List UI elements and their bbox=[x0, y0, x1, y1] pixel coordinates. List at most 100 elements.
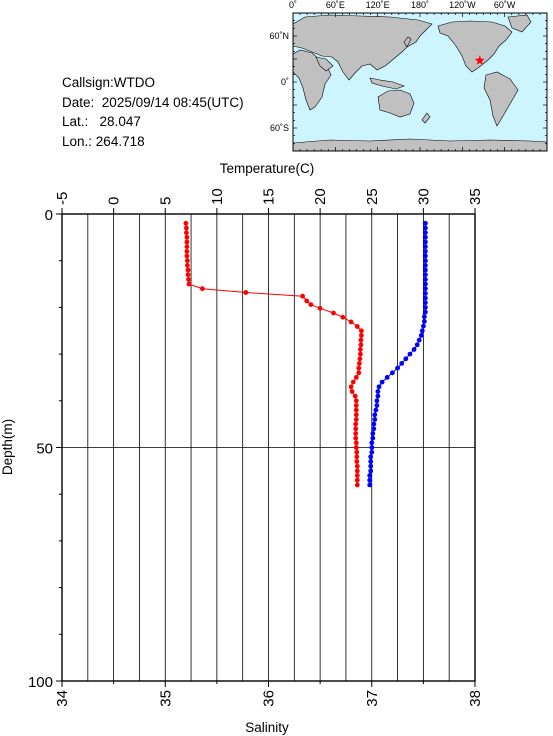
temperature-point bbox=[354, 473, 360, 478]
temperature-point bbox=[353, 407, 359, 413]
salinity-point bbox=[370, 431, 376, 436]
land-indonesia bbox=[369, 77, 405, 90]
temperature-point bbox=[353, 412, 359, 418]
temperature-point bbox=[354, 449, 360, 455]
salinity-point bbox=[368, 463, 374, 469]
temperature-point bbox=[186, 281, 192, 287]
salinity-point bbox=[423, 220, 428, 226]
salinity-point bbox=[423, 230, 428, 236]
temperature-point bbox=[353, 431, 359, 436]
temperature-point bbox=[356, 365, 362, 371]
callsign-value: WTDO bbox=[113, 75, 156, 90]
salinity-point bbox=[419, 328, 425, 334]
salinity-point bbox=[407, 351, 413, 357]
temperature-point bbox=[358, 351, 363, 357]
salinity-point bbox=[423, 249, 428, 254]
date-value: 2025/09/14 08:45(UTC) bbox=[101, 94, 244, 110]
salinity-tick-label: 36 bbox=[261, 690, 278, 707]
temperature-point bbox=[353, 403, 359, 408]
map-lat-tick-label: 60˚S bbox=[270, 123, 289, 133]
salinity-point bbox=[423, 305, 428, 310]
temperature-point bbox=[184, 244, 190, 250]
temperature-point bbox=[353, 421, 359, 427]
temperature-point bbox=[185, 272, 191, 278]
salinity-point bbox=[423, 244, 428, 250]
temperature-point bbox=[184, 225, 189, 231]
temperature-point bbox=[354, 482, 360, 488]
temperature-point bbox=[353, 435, 359, 441]
depth-tick-label: 100 bbox=[28, 674, 53, 691]
map-longitude-ticks: 0˚ 60˚E 120˚E 180˚ 120˚W 60˚W bbox=[289, 0, 548, 151]
salinity-point bbox=[411, 347, 417, 352]
salinity-point bbox=[367, 482, 373, 488]
chart-series bbox=[183, 220, 428, 488]
temperature-tick-label: 35 bbox=[467, 188, 484, 205]
salinity-point bbox=[423, 272, 428, 278]
temperature-tick-label: 10 bbox=[209, 188, 226, 205]
temperature-point bbox=[200, 286, 205, 292]
temperature-tick-label: 30 bbox=[415, 188, 432, 205]
lon-value: 264.718 bbox=[95, 133, 145, 149]
temperature-point bbox=[349, 389, 355, 394]
salinity-tick-label: 38 bbox=[467, 690, 484, 707]
temperature-point bbox=[352, 393, 358, 399]
salinity-point bbox=[367, 477, 373, 483]
temperature-point bbox=[353, 445, 359, 450]
salinity-point bbox=[423, 267, 428, 273]
depth-tick-label: 0 bbox=[45, 207, 53, 224]
salinity-point bbox=[368, 459, 374, 464]
salinity-point bbox=[423, 239, 428, 245]
callsign-line: Callsign:WTDO bbox=[62, 73, 244, 93]
salinity-point bbox=[372, 417, 378, 422]
salinity-point bbox=[423, 309, 428, 315]
temperature-point bbox=[353, 375, 359, 380]
salinity-point bbox=[368, 454, 374, 460]
temperature-point bbox=[348, 384, 354, 390]
salinity-point bbox=[423, 263, 428, 268]
land-japan bbox=[403, 36, 412, 48]
temperature-point bbox=[350, 379, 356, 385]
temperature-point bbox=[183, 220, 189, 226]
temperature-point bbox=[354, 477, 360, 483]
temperature-point bbox=[359, 333, 364, 338]
lon-line: Lon.: 264.718 bbox=[62, 132, 244, 152]
temperature-point bbox=[354, 463, 360, 469]
salinity-point bbox=[375, 393, 381, 399]
land-australia bbox=[377, 89, 415, 118]
salinity-point bbox=[368, 468, 374, 474]
salinity-point bbox=[399, 361, 405, 366]
map-land bbox=[292, 14, 548, 152]
temperature-point bbox=[357, 356, 363, 362]
station-info: Callsign:WTDO Date: 2025/09/14 08:45(UTC… bbox=[62, 73, 244, 151]
temperature-point bbox=[357, 361, 362, 366]
world-map: 0˚ 60˚E 120˚E 180˚ 120˚W 60˚W 60˚N 0˚ 60˚S bbox=[269, 0, 548, 152]
top-axis-label: Temperature(C) bbox=[220, 161, 315, 176]
salinity-point bbox=[375, 389, 381, 394]
lon-label: Lon.: bbox=[62, 133, 93, 149]
salinity-point bbox=[376, 384, 382, 390]
map-lon-tick-label: 180˚ bbox=[411, 0, 429, 10]
temperature-point bbox=[184, 239, 190, 245]
temperature-point bbox=[300, 293, 305, 299]
salinity-point bbox=[423, 253, 428, 259]
salinity-point bbox=[423, 286, 428, 292]
temperature-tick-label: 25 bbox=[364, 188, 381, 205]
date-line: Date: 2025/09/14 08:45(UTC) bbox=[62, 93, 244, 113]
salinity-point bbox=[369, 449, 375, 455]
land-south-america bbox=[483, 71, 519, 127]
temperature-point bbox=[184, 249, 190, 254]
temperature-tick-label: 0 bbox=[106, 197, 123, 205]
lat-label: Lat.: bbox=[62, 114, 89, 129]
temperature-point bbox=[184, 253, 190, 259]
salinity-point bbox=[414, 342, 420, 348]
temperature-point bbox=[358, 337, 364, 343]
salinity-point bbox=[423, 277, 428, 282]
salinity-point bbox=[421, 323, 426, 329]
temperature-point bbox=[331, 310, 336, 316]
salinity-point bbox=[370, 435, 376, 441]
map-lon-tick-label: 120˚W bbox=[449, 0, 476, 10]
salinity-point bbox=[367, 473, 373, 478]
temperature-point bbox=[340, 314, 346, 320]
